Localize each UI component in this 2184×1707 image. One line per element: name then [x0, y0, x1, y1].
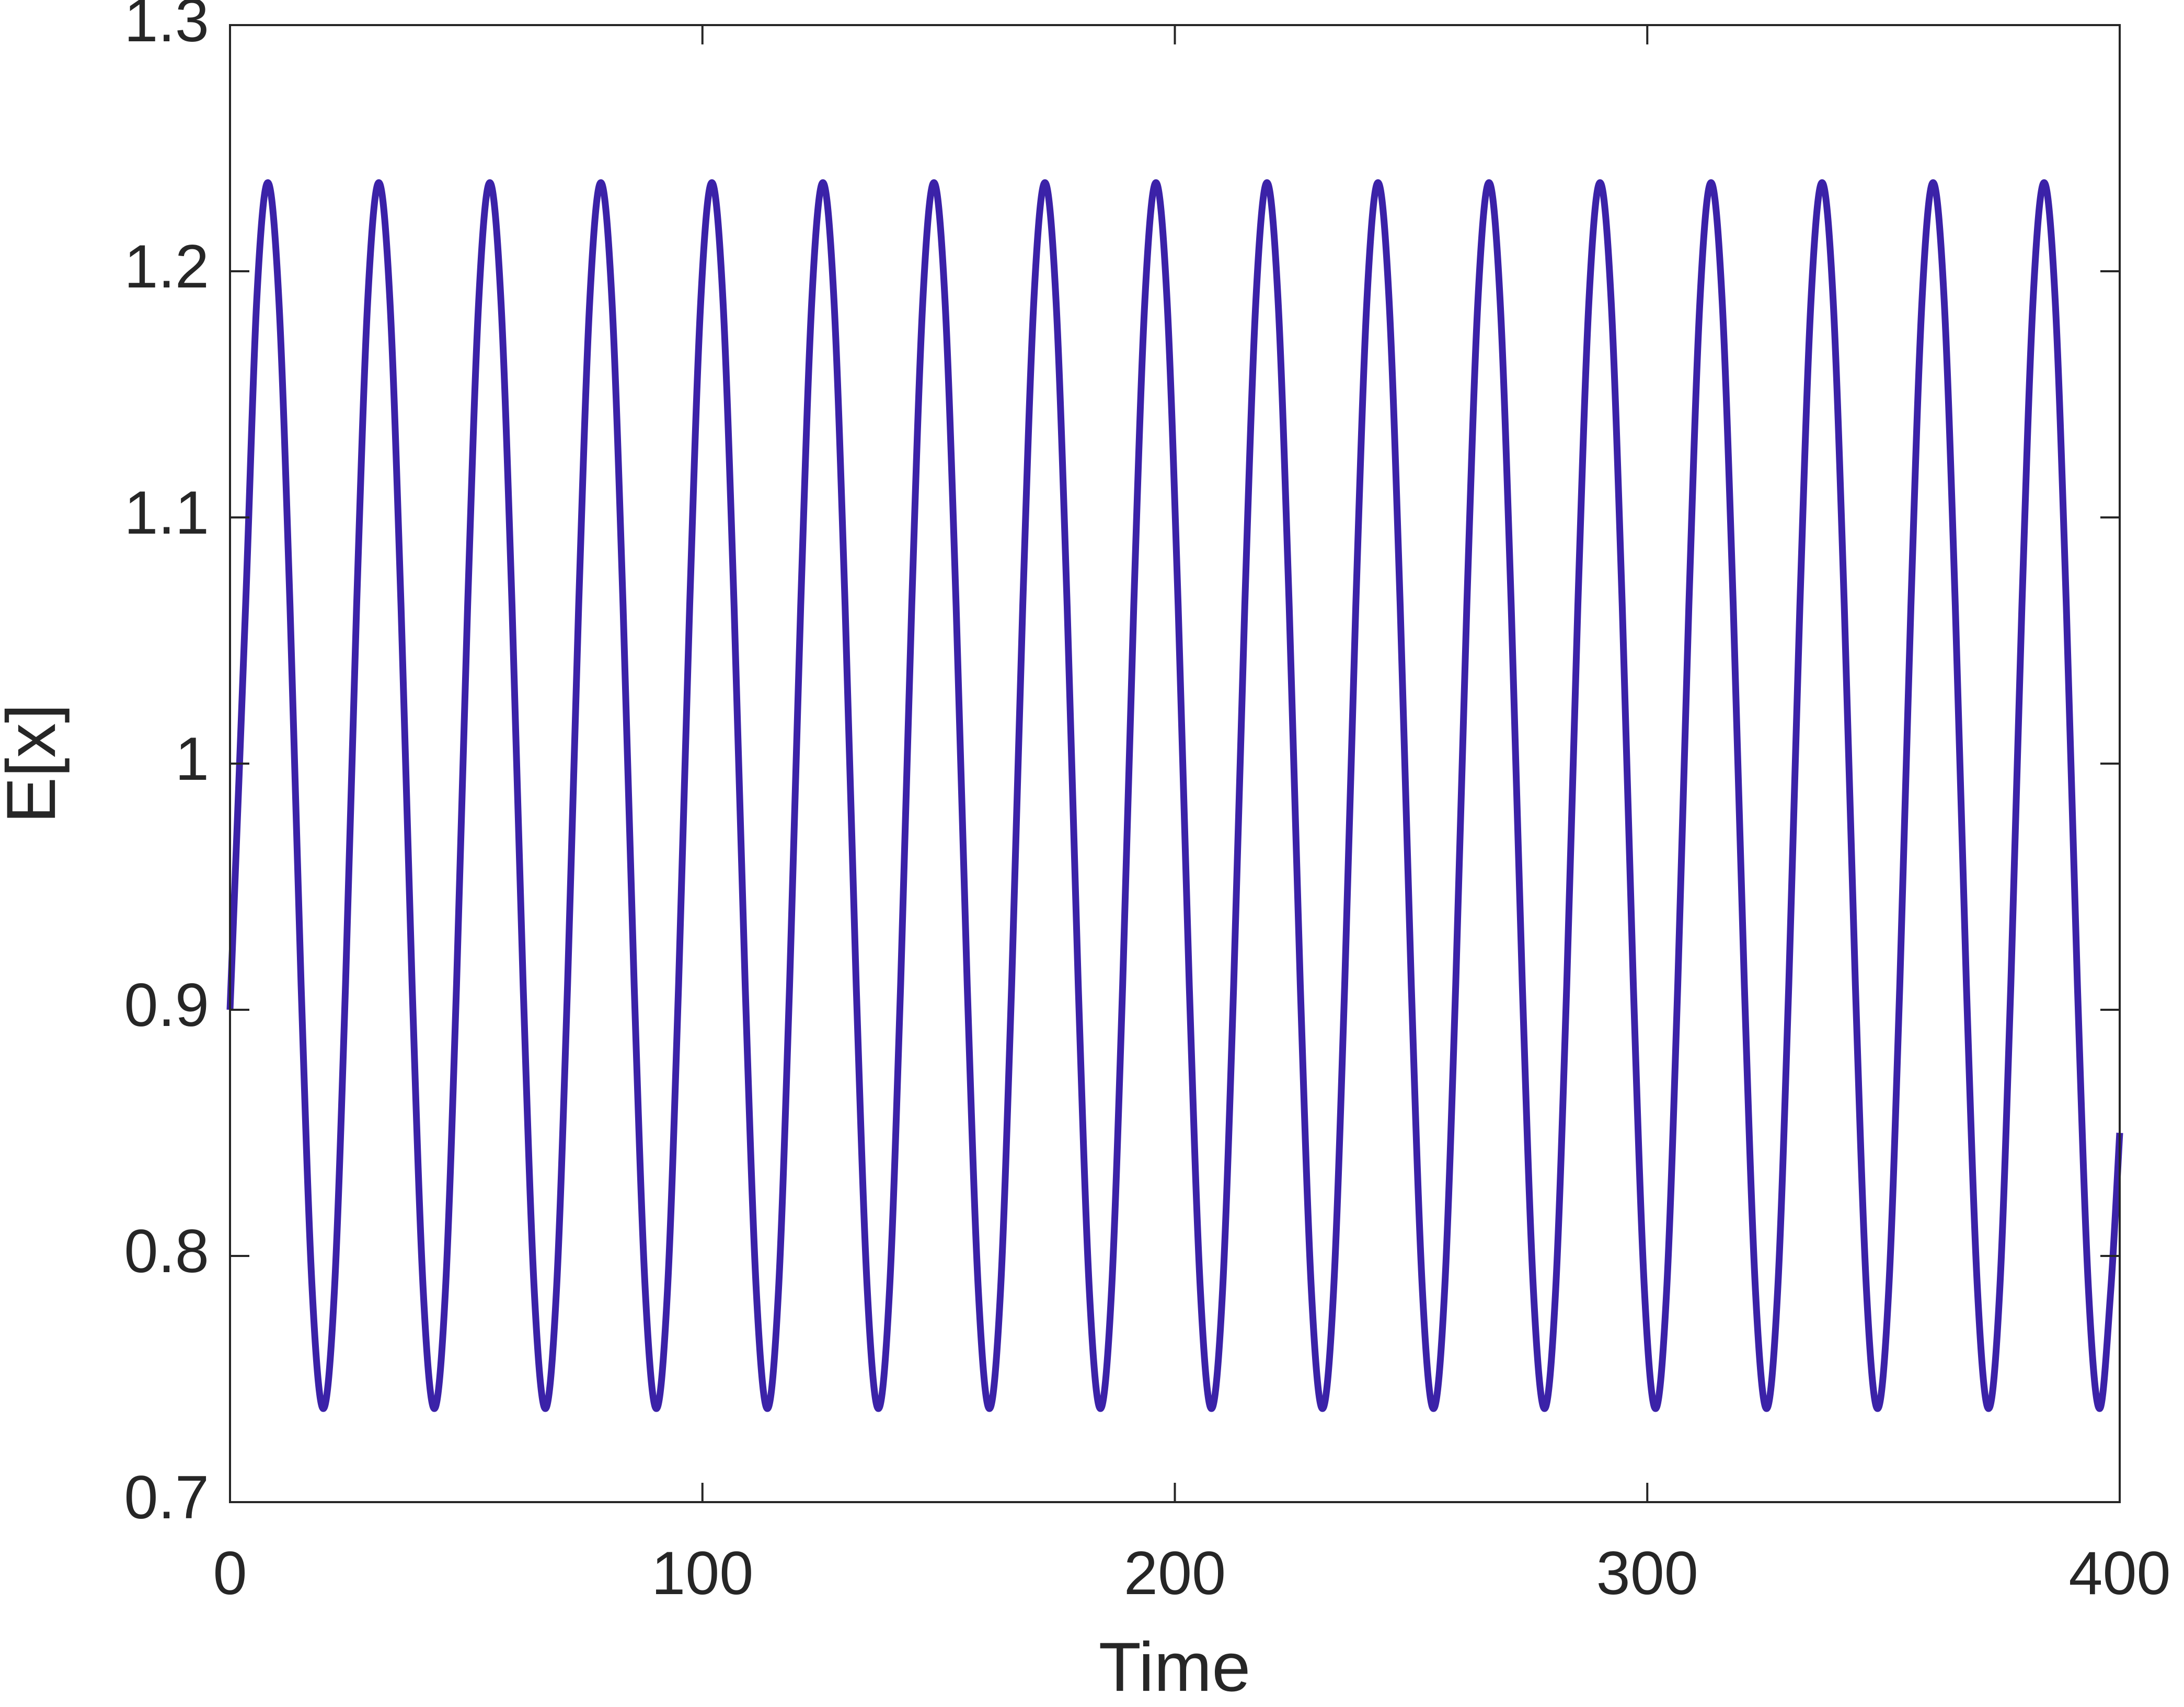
x-tick-label: 0 [213, 1539, 247, 1607]
x-axis-label: Time [1099, 1629, 1251, 1706]
y-tick-label: 0.9 [124, 971, 209, 1039]
y-tick-label: 1.3 [124, 0, 209, 54]
x-tick-label: 100 [651, 1539, 753, 1607]
y-tick-label: 1.1 [124, 478, 209, 547]
x-tick-label: 200 [1124, 1539, 1226, 1607]
y-tick-label: 1 [175, 724, 209, 793]
data-line [226, 179, 2123, 1412]
x-tick-label: 400 [2068, 1539, 2170, 1607]
y-axis-label: E[x] [0, 703, 70, 823]
y-tick-label: 1.2 [124, 232, 209, 301]
y-tick-label: 0.7 [124, 1463, 209, 1531]
y-tick-label: 0.8 [124, 1217, 209, 1285]
x-tick-label: 300 [1596, 1539, 1698, 1607]
